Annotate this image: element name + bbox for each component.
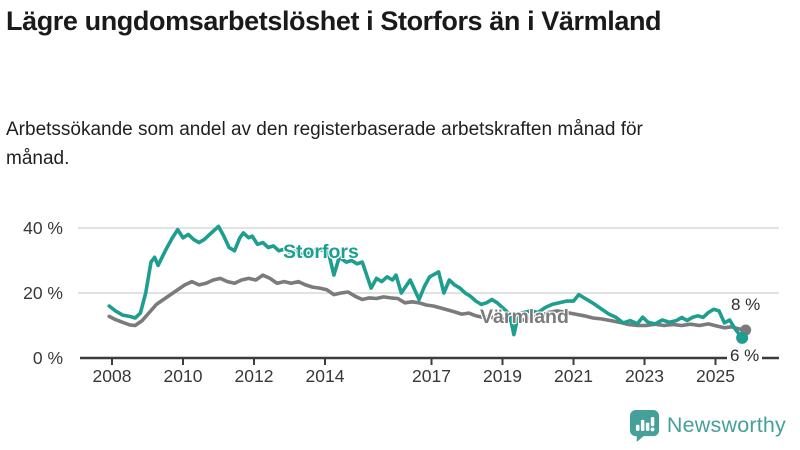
- x-axis-label-2017: 2017: [412, 366, 451, 386]
- värmland-line: [107, 273, 748, 332]
- storfors-end-dot: [736, 331, 749, 344]
- storfors-line: [107, 224, 744, 340]
- y-axis-label-40: 40 %: [23, 218, 63, 238]
- newsworthy-branding: Newsworthy: [629, 409, 786, 442]
- x-axis-label-2008: 2008: [92, 366, 132, 386]
- x-axis-label-2012: 2012: [234, 366, 274, 386]
- x-axis-label-2014: 2014: [305, 366, 345, 386]
- x-axis-label-2019: 2019: [483, 366, 522, 386]
- chart-title: Lägre ungdomsarbetslöshet i Storfors än …: [6, 6, 662, 36]
- newsworthy-wordmark: Newsworthy: [666, 413, 786, 437]
- storfors-series-label: Storfors: [283, 241, 359, 263]
- newsworthy-logo-icon: [629, 410, 659, 442]
- x-axis-label-2010: 2010: [163, 366, 203, 386]
- y-axis-label-0: 0 %: [32, 348, 63, 368]
- x-axis-label-2025: 2025: [696, 366, 735, 386]
- chart-subtitle: Arbetssökande som andel av den registerb…: [6, 119, 643, 169]
- x-axis-label-2023: 2023: [625, 366, 664, 386]
- storfors-latest-value-label: 6 %: [727, 347, 763, 365]
- värmland-series-label: Värmland: [480, 306, 569, 328]
- y-axis-label-20: 20 %: [23, 283, 63, 303]
- x-axis-label-2021: 2021: [554, 366, 593, 386]
- värmland-latest-value-label: 8 %: [731, 295, 761, 314]
